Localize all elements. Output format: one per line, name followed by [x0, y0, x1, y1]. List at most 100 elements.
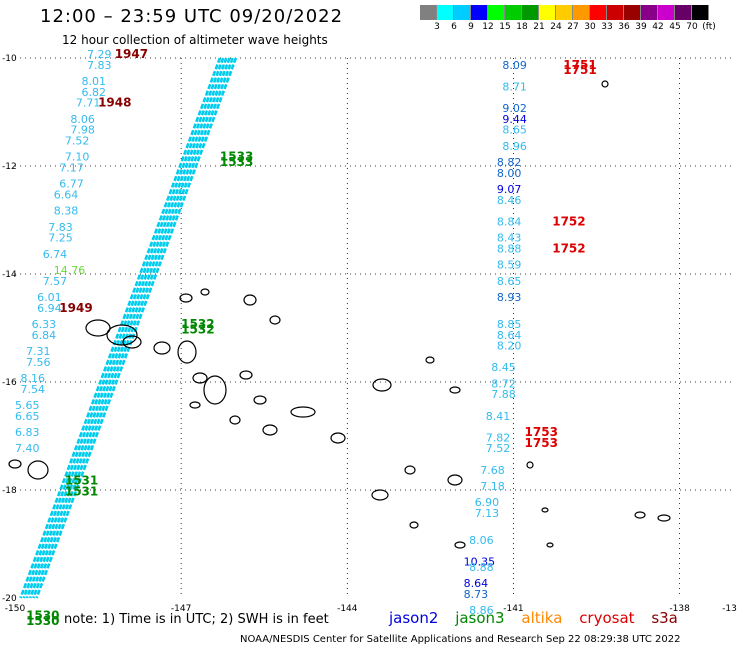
y-tick-label: -14	[2, 270, 17, 280]
wave-height-label: 8.88	[497, 242, 522, 255]
axis-labels: -150 -147 -144 -141 -138 -13 -10 -12 -14 -16 -18 -2…	[2, 54, 737, 614]
island-outline	[239, 370, 253, 380]
time-label: 1949	[59, 301, 92, 315]
island-outline	[262, 424, 278, 436]
colorbar-swatch	[658, 5, 675, 20]
time-label: 1533	[220, 155, 253, 169]
wave-height-label: 7.82	[486, 431, 511, 444]
wave-height-label: 7.10	[65, 151, 90, 164]
island-outline	[229, 415, 241, 425]
time-label: 1751	[563, 58, 596, 72]
wave-labels: 7.297.838.016.827.718.067.987.527.107.17…	[15, 48, 527, 617]
island-outline	[404, 465, 416, 475]
x-tick-label: -138	[669, 604, 690, 614]
island-outline	[409, 521, 419, 529]
wave-height-label: 8.84	[497, 215, 522, 228]
wave-height-label: 8.41	[486, 410, 511, 423]
island-outline	[243, 294, 257, 306]
island-outline	[526, 461, 534, 469]
colorbar	[420, 5, 709, 20]
swath-track	[35, 57, 238, 599]
x-tick-label: -13	[722, 604, 737, 614]
island-outline	[203, 375, 227, 405]
wave-height-label: 8.45	[491, 361, 516, 374]
wave-height-label: 8.38	[54, 205, 78, 218]
swath-track	[25, 57, 228, 599]
colorbar-tick-label: 45	[669, 22, 681, 32]
swath-track	[28, 57, 231, 599]
colorbar-tick-label: 21	[533, 22, 545, 32]
legend-cryosat: cryosat	[579, 609, 635, 627]
wave-height-label: 8.06	[70, 113, 95, 126]
island-outline	[85, 319, 111, 337]
map-subtitle: 12 hour collection of altimeter wave hei…	[62, 33, 328, 47]
wave-height-label: 7.52	[65, 134, 90, 147]
wave-height-label: 7.40	[15, 442, 40, 455]
island-outline	[454, 541, 466, 549]
wave-height-label: 7.54	[21, 383, 45, 396]
wave-height-label: 7.25	[48, 232, 73, 245]
time-label: 1948	[98, 96, 131, 110]
colorbar-tick-label: 30	[584, 22, 596, 32]
legend-s3a: s3a	[651, 609, 678, 627]
wave-height-label: 8.43	[497, 232, 522, 245]
colorbar-tick-label: 70	[686, 22, 698, 32]
wave-height-label: 6.64	[54, 188, 78, 201]
wave-height-label: 8.82	[497, 156, 522, 169]
colorbar-swatch	[437, 5, 454, 20]
time-label: 1531	[65, 484, 98, 498]
island-outline	[200, 288, 210, 296]
island-outline	[290, 406, 316, 418]
colorbar-swatch	[488, 5, 505, 20]
map-title: 12:00 – 23:59 UTC 09/20/2022	[40, 6, 344, 27]
colorbar-tick-label: 18	[516, 22, 528, 32]
island-outline	[657, 514, 671, 522]
colorbar-tick-label: 12	[482, 22, 494, 32]
time-label: 1753	[525, 425, 558, 439]
wave-height-label: 8.46	[497, 194, 522, 207]
wave-height-label: 8.06	[469, 534, 494, 547]
colorbar-swatch	[675, 5, 692, 20]
wave-height-label: 6.84	[32, 329, 57, 342]
wave-height-label: 7.83	[48, 221, 73, 234]
wave-height-label: 8.85	[497, 318, 522, 331]
wave-height-label: 7.71	[76, 97, 101, 110]
colorbar-tick-label: 42	[652, 22, 664, 32]
colorbar-swatch	[692, 5, 709, 20]
wave-height-label: 7.18	[480, 480, 505, 493]
colorbar-swatch	[471, 5, 488, 20]
colorbar-swatch	[505, 5, 522, 20]
colorbar-swatch	[420, 5, 437, 20]
wave-height-label: 8.01	[81, 75, 106, 88]
y-tick-label: -12	[2, 162, 17, 172]
colorbar-swatch	[539, 5, 556, 20]
wave-height-label: 8.65	[502, 124, 527, 137]
island-outline	[27, 460, 49, 480]
colorbar-tick-label: (ft)	[702, 22, 716, 32]
island-outline	[179, 293, 193, 303]
colorbar-tick-label: 33	[601, 22, 613, 32]
island-outline	[546, 542, 554, 548]
credit-line: NOAA/NESDIS Center for Satellite Applica…	[240, 634, 681, 645]
wave-height-label: 6.83	[15, 426, 40, 439]
wave-height-label: 6.74	[43, 248, 68, 261]
island-outline	[634, 511, 646, 519]
wave-height-label: 6.94	[37, 302, 62, 315]
wave-height-label: 8.09	[502, 59, 527, 72]
colorbar-swatch	[556, 5, 573, 20]
island-outline	[122, 335, 142, 349]
wave-height-label: 9.44	[502, 113, 527, 126]
time-label: 1531	[65, 474, 98, 488]
island-outline	[425, 356, 435, 364]
colorbar-swatch	[590, 5, 607, 20]
island-outline	[269, 315, 281, 325]
island-outline	[8, 459, 22, 469]
swath-track	[19, 57, 222, 599]
wave-height-label: 7.13	[475, 507, 500, 520]
islands	[8, 80, 671, 549]
island-outline	[330, 432, 346, 444]
wave-height-label: 8.20	[497, 340, 522, 353]
wave-height-label: 7.88	[491, 388, 516, 401]
wave-height-label: 7.17	[59, 161, 84, 174]
